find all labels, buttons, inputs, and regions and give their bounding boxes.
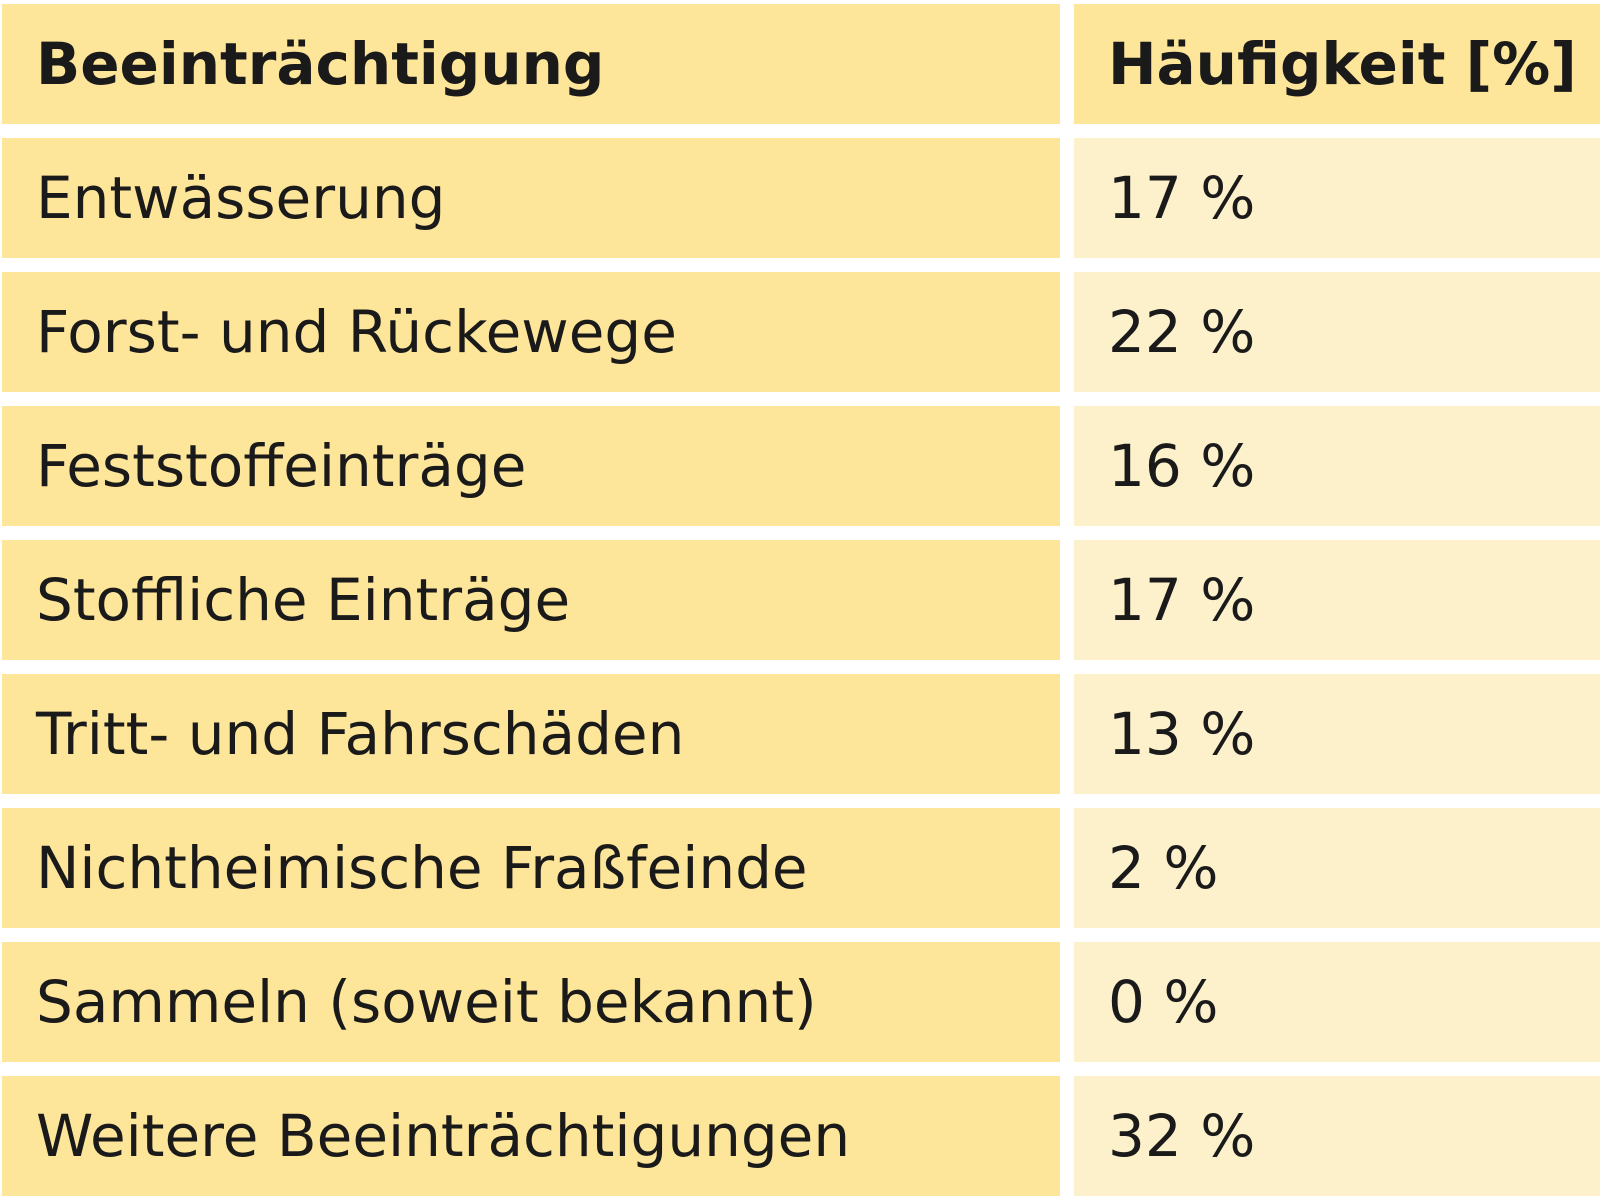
row-value: 17 %	[1074, 540, 1600, 660]
row-label: Nichtheimische Fraßfeinde	[2, 808, 1060, 928]
row-label: Weitere Beeinträchtigungen	[2, 1076, 1060, 1196]
row-label: Feststoffeinträge	[2, 406, 1060, 526]
row-value: 22 %	[1074, 272, 1600, 392]
row-label: Tritt- und Fahrschäden	[2, 674, 1060, 794]
row-value: 2 %	[1074, 808, 1600, 928]
row-label: Stoffliche Einträge	[2, 540, 1060, 660]
impairment-table: Beeinträchtigung Häufigkeit [%] Entwässe…	[2, 4, 1600, 1196]
row-value: 32 %	[1074, 1076, 1600, 1196]
header-frequency: Häufigkeit [%]	[1074, 4, 1600, 124]
row-label: Sammeln (soweit bekannt)	[2, 942, 1060, 1062]
header-impairment: Beeinträchtigung	[2, 4, 1060, 124]
row-value: 13 %	[1074, 674, 1600, 794]
row-value: 0 %	[1074, 942, 1600, 1062]
row-label: Entwässerung	[2, 138, 1060, 258]
row-value: 16 %	[1074, 406, 1600, 526]
row-label: Forst- und Rückewege	[2, 272, 1060, 392]
row-value: 17 %	[1074, 138, 1600, 258]
